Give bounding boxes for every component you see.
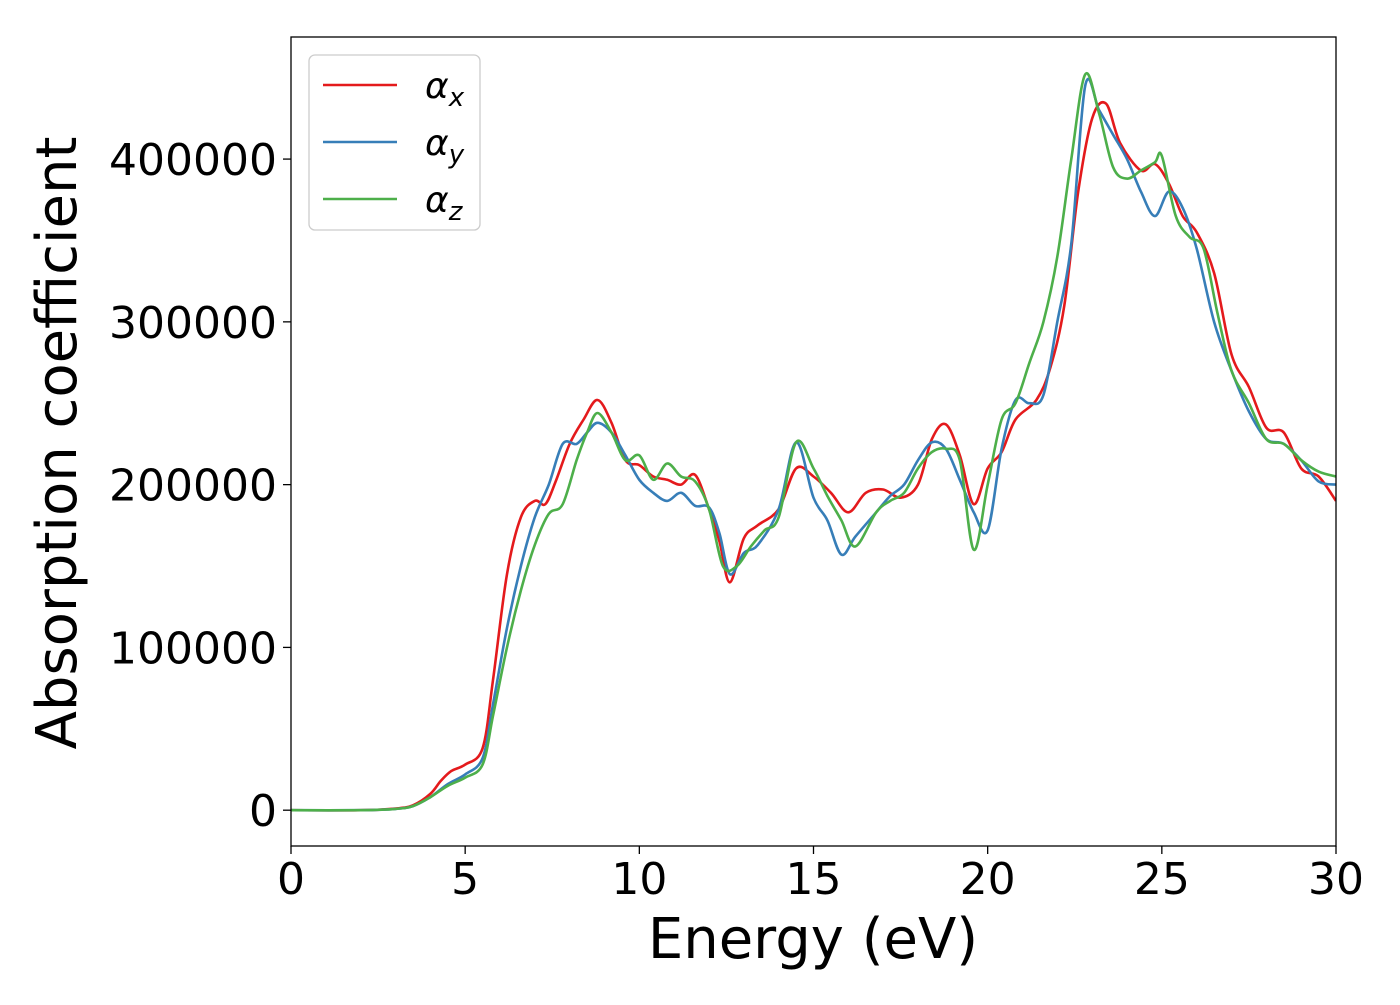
y-axis-label: Absorption coefficient <box>25 137 90 750</box>
series-line-z <box>291 71 1336 812</box>
legend: αx αy αz <box>308 54 481 231</box>
series-layer <box>291 71 1336 812</box>
x-tick-label: 5 <box>451 854 479 905</box>
y-tick-label: 300000 <box>109 298 277 349</box>
ticks-layer: 0 5 10 15 20 25 30 0 100000 200000 300000 400000 <box>109 135 1364 905</box>
y-tick-label: 200000 <box>109 461 277 512</box>
y-tick-label: 400000 <box>109 135 277 186</box>
x-tick-label: 10 <box>611 854 667 905</box>
x-tick-label: 0 <box>277 854 305 905</box>
legend-label-y: αy <box>425 123 465 170</box>
series-line-y <box>291 77 1336 812</box>
x-tick-label: 15 <box>786 854 842 905</box>
legend-label-x: αx <box>425 66 465 113</box>
x-axis-label: Energy (eV) <box>648 907 978 972</box>
x-tick-label: 20 <box>960 854 1016 905</box>
y-tick-label: 100000 <box>109 623 277 674</box>
x-tick-label: 30 <box>1308 854 1364 905</box>
y-tick-label: 0 <box>249 786 277 837</box>
x-tick-label: 25 <box>1134 854 1190 905</box>
legend-label-z: αz <box>425 180 464 227</box>
